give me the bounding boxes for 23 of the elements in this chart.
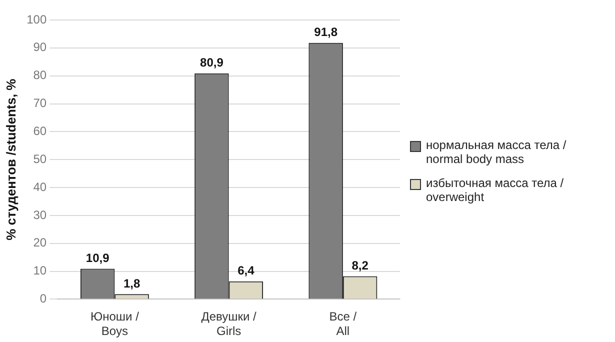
y-tick-label: 70 [33, 96, 47, 110]
y-tick-label: 20 [33, 236, 47, 250]
y-tick-label: 90 [33, 40, 47, 54]
data-label: 10,9 [86, 251, 110, 266]
y-tick-label: 10 [33, 264, 47, 278]
y-tick-label: 0 [40, 292, 47, 306]
data-label: 1,8 [123, 276, 140, 290]
y-tick-label: 80 [33, 68, 47, 82]
y-tick-label: 100 [26, 12, 47, 26]
data-label: 91,8 [314, 25, 338, 40]
legend-label: нормальная масса тела / normal body mass [426, 138, 568, 166]
y-axis-title: % студентов /students, % [3, 78, 18, 240]
legend-label: избыточная масса тела / overweight [426, 176, 565, 204]
data-label: 8,2 [352, 258, 369, 273]
y-tick-label: 60 [33, 124, 47, 138]
y-tick-label: 50 [33, 152, 47, 166]
y-tick-label: 40 [33, 180, 47, 194]
x-tick-label: Девушки / Girls [201, 310, 258, 338]
data-label: 80,9 [200, 56, 224, 70]
data-label: 6,4 [238, 264, 255, 278]
x-tick-label: Юноши / Boys [90, 310, 140, 338]
x-tick-label: Все / All [329, 310, 358, 338]
y-tick-label: 30 [33, 208, 47, 222]
